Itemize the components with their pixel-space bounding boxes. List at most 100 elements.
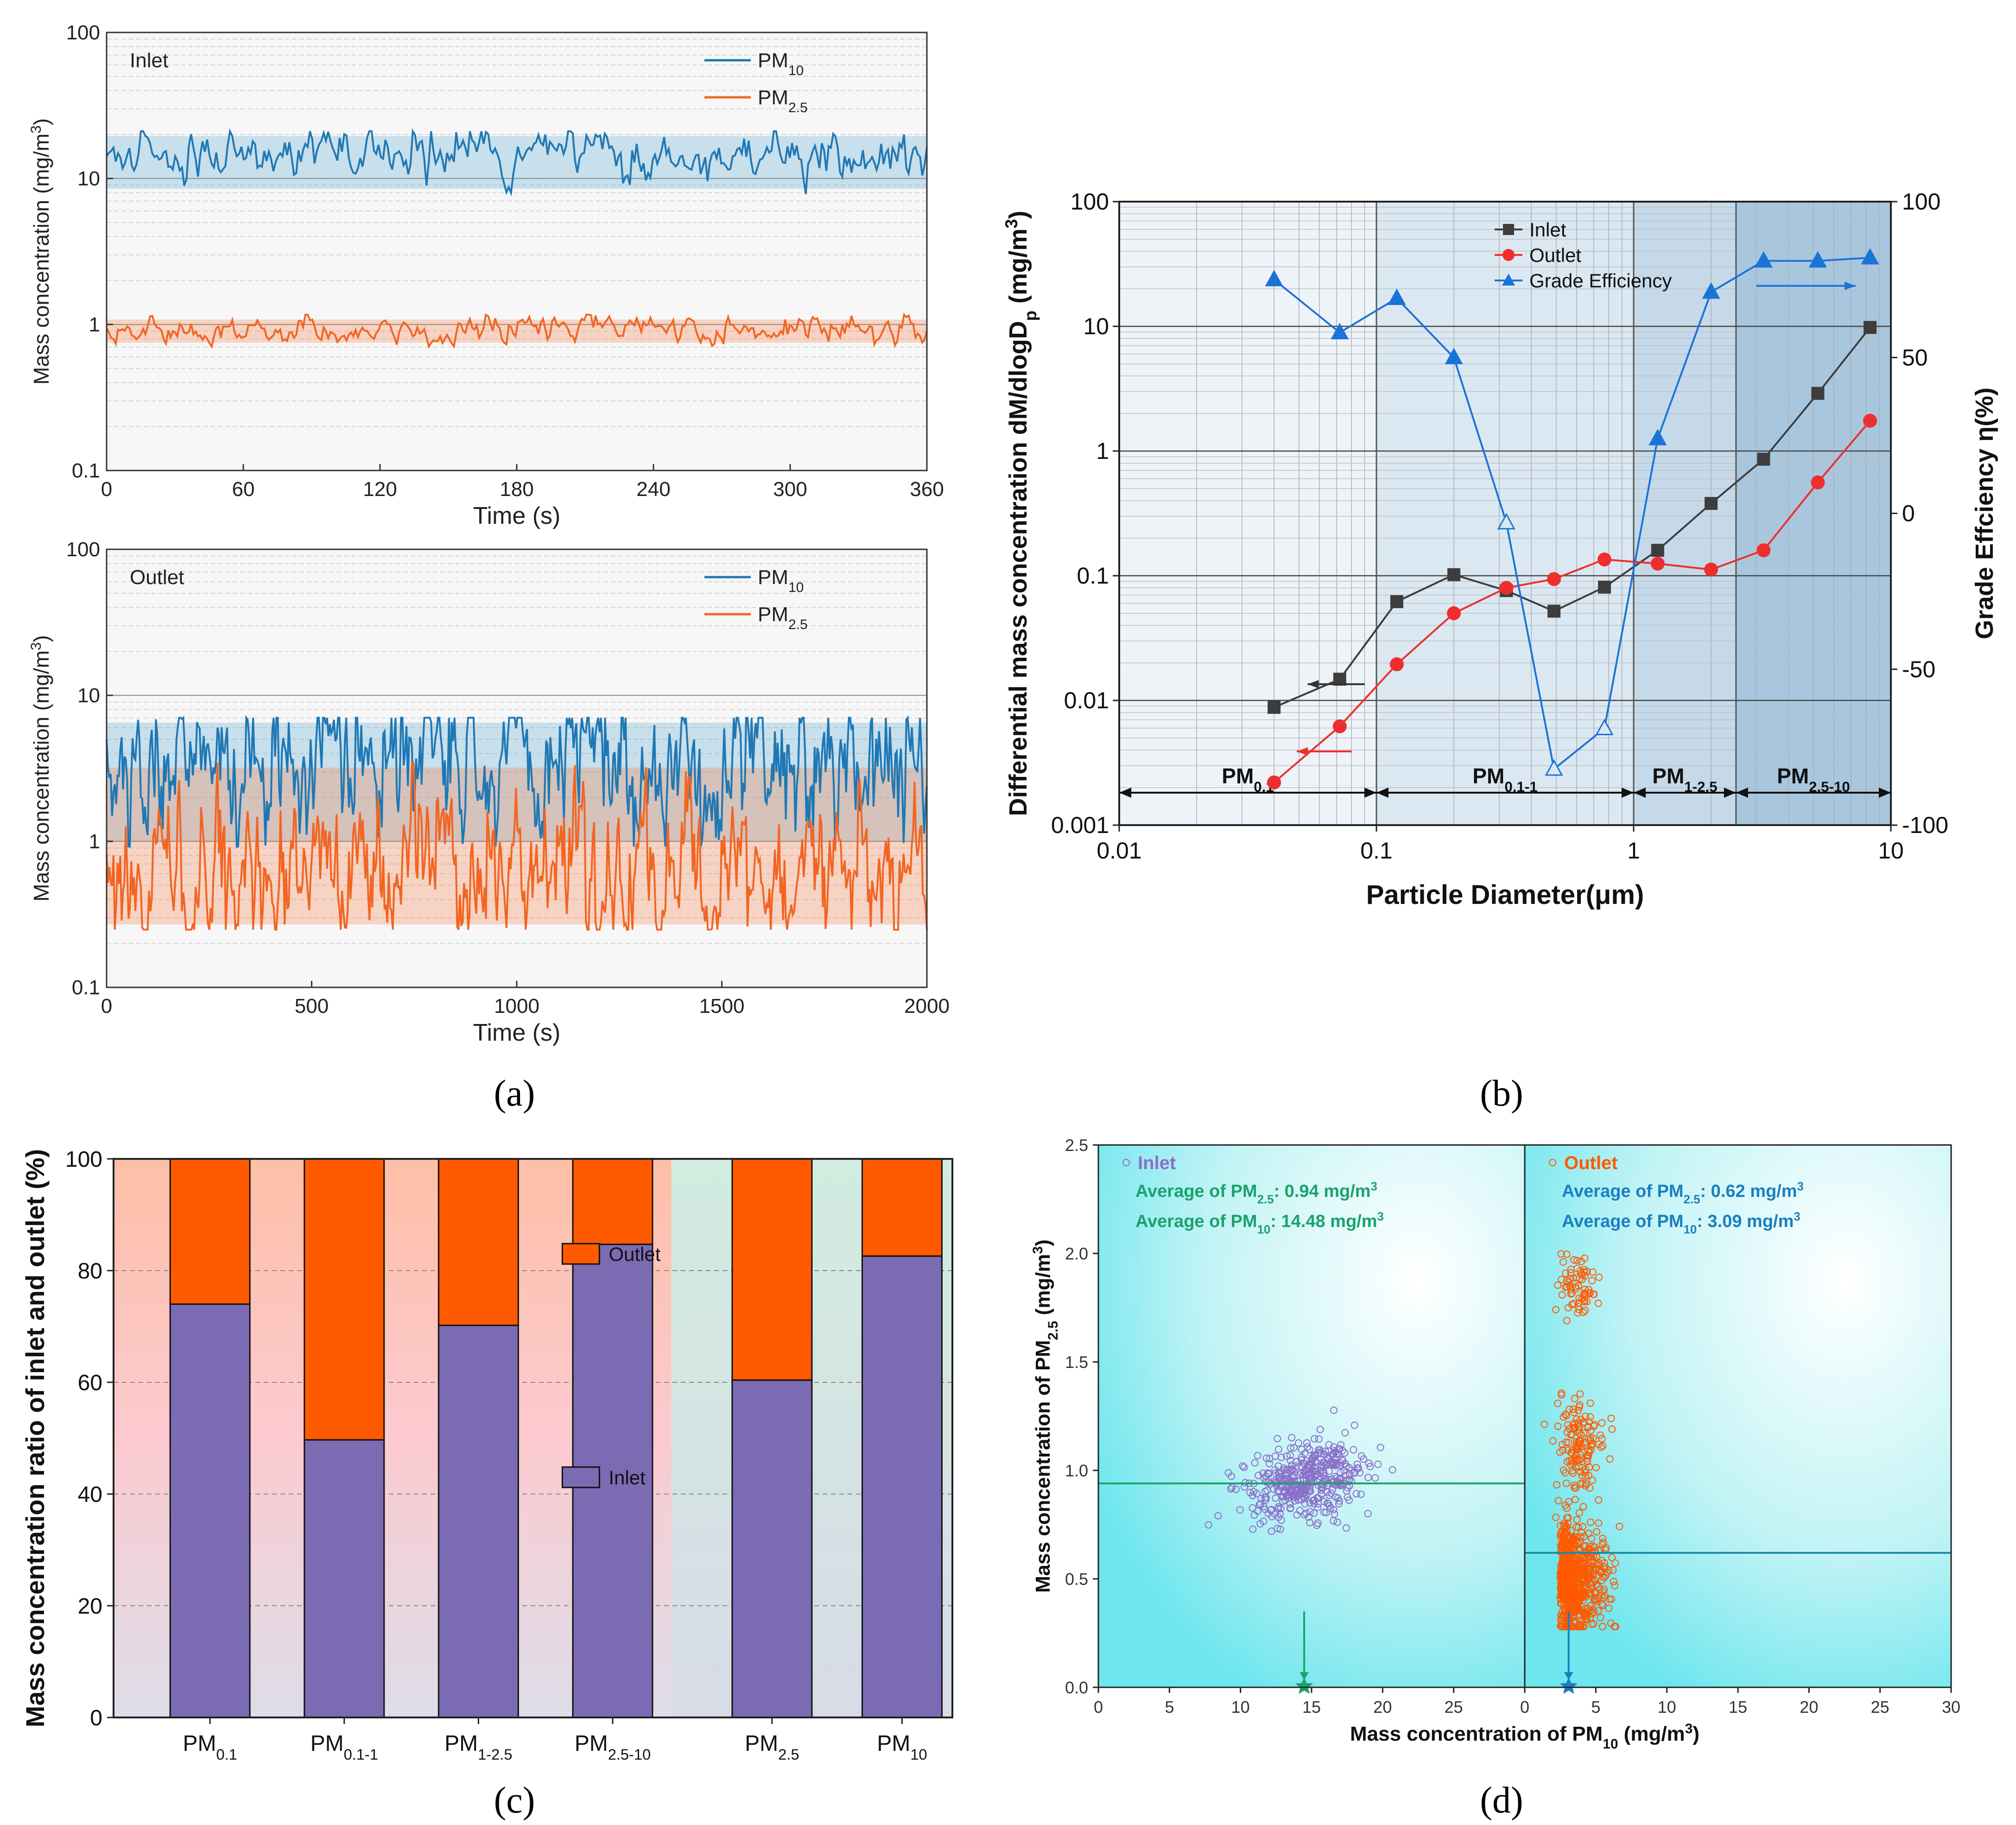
scatter-point — [1580, 1268, 1588, 1276]
scatter-point — [1265, 1470, 1273, 1478]
scatter-point — [1580, 1588, 1588, 1596]
avg-pm25-Inlet-part: 2.5 — [1257, 1193, 1274, 1206]
marker-efficiency — [1445, 348, 1463, 364]
y-axis-label-left: Differential mass concentration dM/dlogD… — [1002, 211, 1040, 816]
y-axis-label-left-part: 3 — [1002, 219, 1021, 228]
scatter-point — [1589, 1268, 1597, 1276]
scatter-point — [1306, 1508, 1314, 1516]
marker-efficiency — [1545, 759, 1563, 776]
caption-d: (d) — [1480, 1780, 1523, 1821]
scatter-point — [1594, 1607, 1602, 1615]
scatter-point — [1571, 1600, 1579, 1608]
range-arrow-right — [1879, 788, 1891, 798]
scatter-point — [1576, 1559, 1584, 1567]
scatter-point — [1355, 1464, 1363, 1472]
scatter-point — [1597, 1614, 1604, 1622]
y-axis-label-part: ) — [1032, 1240, 1054, 1246]
range-label: PM1-2.5 — [1652, 764, 1717, 795]
scatter-point — [1595, 1559, 1603, 1566]
scatter-point — [1570, 1618, 1578, 1626]
marker-efficiency — [1265, 270, 1283, 286]
scatter-point — [1567, 1290, 1575, 1298]
scatter-point — [1586, 1399, 1594, 1407]
scatter-point — [1580, 1418, 1588, 1426]
scatter-point — [1314, 1446, 1322, 1454]
panel-frame-Outlet — [1524, 1144, 1952, 1688]
scatter-point — [1259, 1469, 1267, 1477]
x-tick-label: PM2.5 — [745, 1731, 799, 1763]
chart-inlet-timeseries: 0 60 120 180 240 300 360 0.1 1 10 100 Time (s) Mass … — [28, 21, 944, 529]
x-tick-label-part: PM — [311, 1731, 344, 1756]
scatter-point — [1578, 1258, 1585, 1265]
scatter-point — [1356, 1469, 1364, 1477]
chart-size-distribution: PM0.1 PM0.1-1 PM1-2.5 PM2.5-100.01 0.1 1 100.0… — [1002, 189, 1999, 910]
panel-label: Inlet — [130, 49, 168, 72]
scatter-point — [1274, 1462, 1282, 1470]
y-axis-label-part: 3 — [1030, 1246, 1046, 1254]
scatter-point — [1232, 1485, 1240, 1493]
scatter-point — [1607, 1595, 1615, 1603]
legend-label-Outlet: Outlet — [1564, 1153, 1618, 1173]
scatter-point — [1575, 1623, 1583, 1630]
scatter-point — [1316, 1425, 1324, 1433]
range-arrow-left — [1634, 788, 1646, 798]
x-tick-label: 0.01 — [1097, 838, 1141, 864]
avg-pm25-Outlet-part: 2.5 — [1684, 1193, 1700, 1206]
scatter-point — [1302, 1509, 1310, 1517]
scatter-point — [1272, 1494, 1280, 1502]
scatter-point — [1350, 1446, 1357, 1454]
scatter-point — [1607, 1414, 1615, 1422]
y-tick-label: 10 — [77, 167, 100, 190]
scatter-point — [1286, 1451, 1294, 1459]
y-axis-label-part: ) — [29, 118, 53, 125]
series-line-PM10 — [106, 128, 928, 197]
x-tick-label-part: PM — [877, 1731, 910, 1756]
legend-label-PM10: PM10 — [758, 566, 804, 595]
scatter-point — [1306, 1464, 1313, 1472]
x-axis-label-part: 10 — [1603, 1736, 1618, 1752]
scatter-point — [1570, 1586, 1578, 1594]
scatter-point — [1588, 1557, 1596, 1564]
scatter-point — [1350, 1421, 1358, 1429]
bar-outlet — [437, 1158, 519, 1326]
scatter-point — [1310, 1451, 1318, 1459]
x-tick-label-part: 2.5 — [778, 1746, 799, 1763]
scatter-point — [1574, 1282, 1582, 1290]
legend-label-PM10-part: PM — [758, 49, 788, 72]
scatter-point — [1567, 1269, 1575, 1277]
scatter-point — [1608, 1554, 1616, 1562]
scatter-point — [1581, 1412, 1589, 1420]
marker-efficiency — [1388, 288, 1406, 305]
scatter-point — [1560, 1258, 1567, 1266]
y-tick-label: 20 — [78, 1594, 102, 1619]
x-tick-label: 1500 — [699, 995, 745, 1017]
scatter-point — [1579, 1558, 1587, 1566]
scatter-point — [1341, 1429, 1349, 1437]
scatter-point — [1576, 1390, 1584, 1398]
scatter-point — [1557, 1250, 1565, 1258]
scatter-point — [1265, 1460, 1273, 1468]
scatter-point — [1365, 1459, 1373, 1467]
scatter-point — [1564, 1421, 1572, 1429]
scatter-point — [1554, 1281, 1561, 1289]
scatter-point — [1585, 1572, 1593, 1580]
axis-arrow-inlet-head — [1307, 680, 1319, 688]
x-tick-label: 25 — [1871, 1698, 1889, 1717]
scatter-point — [1560, 1413, 1567, 1421]
scatter-point — [1228, 1472, 1235, 1480]
scatter-point — [1271, 1452, 1279, 1460]
scatter-point — [1314, 1500, 1322, 1508]
scatter-point — [1299, 1471, 1307, 1479]
scatter-point — [1302, 1491, 1310, 1499]
x-tick-label: 15 — [1302, 1698, 1321, 1717]
scatter-point — [1249, 1492, 1256, 1500]
y-tick-label-right: -50 — [1902, 656, 1935, 682]
legend-label-PM10-part: PM — [758, 566, 788, 589]
scatter-point — [1563, 1594, 1571, 1602]
x-tick-label: 120 — [363, 478, 397, 501]
scatter-point — [1261, 1494, 1269, 1501]
x-tick-label-part: PM — [575, 1731, 608, 1756]
scatter-point — [1562, 1574, 1570, 1582]
scatter-point — [1322, 1509, 1330, 1516]
scatter-point — [1277, 1505, 1285, 1513]
